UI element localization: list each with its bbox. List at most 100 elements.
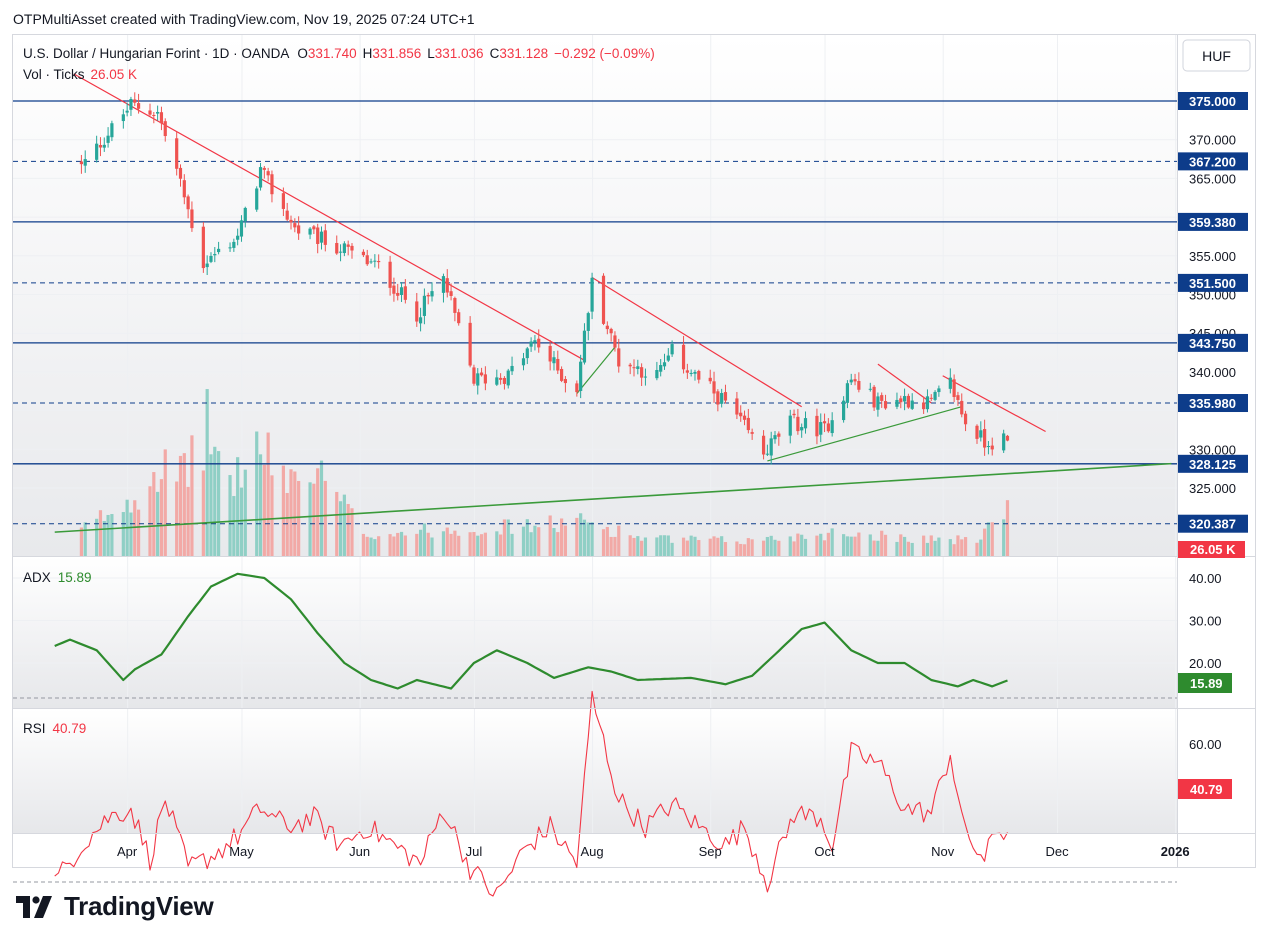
volume-bar <box>640 540 644 556</box>
support-trendline[interactable] <box>54 462 1172 533</box>
candle-body <box>963 413 968 425</box>
time-axis-tick: May <box>229 844 254 859</box>
candle-body <box>293 223 297 228</box>
volume-bar <box>255 431 259 556</box>
volume-bar <box>849 536 853 556</box>
currency-button[interactable] <box>1182 39 1251 72</box>
candle-body <box>148 110 152 115</box>
volume-bar <box>853 536 857 556</box>
candle-body <box>605 325 609 330</box>
candle-body <box>129 98 133 110</box>
volume-bar <box>468 532 472 556</box>
candle-body <box>468 322 472 366</box>
resistance-trendline[interactable] <box>73 73 585 361</box>
volume-bar <box>605 526 609 556</box>
volume-bar <box>338 501 343 556</box>
candle-body <box>685 370 689 373</box>
candle-body <box>510 365 514 372</box>
volume-bar <box>685 540 689 556</box>
volume-bar <box>552 527 556 556</box>
chart-frame[interactable] <box>12 34 1256 868</box>
resistance-trendline[interactable] <box>877 363 932 404</box>
price-axis-tick: 330.000 <box>1189 442 1236 457</box>
volume-bar <box>182 453 186 556</box>
candle-body <box>819 422 823 435</box>
support-trendline[interactable] <box>767 406 962 462</box>
candle-body <box>822 421 827 424</box>
volume-bar <box>281 465 285 556</box>
candle-body <box>159 112 164 124</box>
adx-axis-tick: 30.00 <box>1189 614 1222 629</box>
candle-body <box>297 225 301 234</box>
ohlc-open: 331.740 <box>308 46 357 61</box>
volume-bar <box>79 527 84 556</box>
volume-bar <box>1002 519 1006 556</box>
ohlc-close-label: C <box>490 46 500 61</box>
resistance-trendline[interactable] <box>591 276 803 408</box>
volume-bar <box>952 544 956 556</box>
time-axis-tick: Aug <box>581 844 604 859</box>
volume-bar <box>937 537 941 556</box>
time-axis-tick: Sep <box>699 844 722 859</box>
resistance-trendline[interactable] <box>942 375 1046 433</box>
volume-bar <box>1005 500 1010 556</box>
volume-bar <box>430 537 434 556</box>
volume-legend: Vol · Ticks 26.05 K <box>23 67 137 82</box>
candle-body <box>979 430 983 438</box>
candle-body <box>899 398 903 403</box>
volume-bar <box>659 535 663 556</box>
candle-body <box>769 438 773 456</box>
price-level-label: 367.200 <box>1189 154 1236 169</box>
candle-body <box>186 196 190 210</box>
candle-body <box>632 367 636 369</box>
tradingview-logo[interactable]: TradingView <box>16 891 214 922</box>
adx-legend: ADX 15.89 <box>23 570 92 585</box>
volume-bar <box>175 481 179 556</box>
volume-bar <box>960 539 964 556</box>
candle-body <box>895 399 899 407</box>
volume-bar <box>708 538 712 556</box>
volume-bar <box>773 539 777 556</box>
volume-bar <box>800 534 804 556</box>
volume-bar <box>525 519 529 556</box>
candle-body <box>152 115 156 117</box>
volume-bar <box>910 542 914 556</box>
volume-bar <box>769 535 773 556</box>
rsi-legend-value: 40.79 <box>53 721 87 736</box>
candle-body <box>670 344 674 355</box>
volume-bar <box>502 519 507 556</box>
volume-bar <box>396 532 400 556</box>
volume-bar <box>746 538 750 556</box>
volume-bar <box>483 532 487 556</box>
volume-bar <box>102 520 106 556</box>
candle-body <box>479 372 484 376</box>
candle-body <box>617 348 621 367</box>
support-trendline[interactable] <box>576 346 616 394</box>
currency-button-label[interactable]: HUF <box>1202 48 1231 64</box>
volume-bar <box>579 513 583 556</box>
volume-bar <box>880 530 884 556</box>
candle-body <box>826 423 830 432</box>
rsi-last-value: 40.79 <box>1190 782 1223 797</box>
candle-body <box>723 392 728 401</box>
candle-body <box>712 381 716 394</box>
volume-bar <box>285 492 289 556</box>
volume-bar <box>106 514 110 556</box>
candle-body <box>853 379 857 382</box>
volume-bar <box>716 537 720 556</box>
volume-bar <box>830 528 834 556</box>
volume-bar <box>986 522 991 556</box>
volume-bar <box>110 514 114 556</box>
volume-bar <box>609 536 613 556</box>
candle-body <box>449 291 453 296</box>
volume-bar <box>361 533 366 556</box>
axes: 370.000365.000355.000350.000345.000340.0… <box>117 133 1236 859</box>
volume-bar <box>815 535 819 556</box>
candle-body <box>792 413 796 416</box>
volume-bar <box>723 542 728 556</box>
volume-bar <box>559 518 564 556</box>
candle-body <box>125 110 129 113</box>
trendlines[interactable] <box>54 73 1172 533</box>
candle-body <box>396 292 400 296</box>
